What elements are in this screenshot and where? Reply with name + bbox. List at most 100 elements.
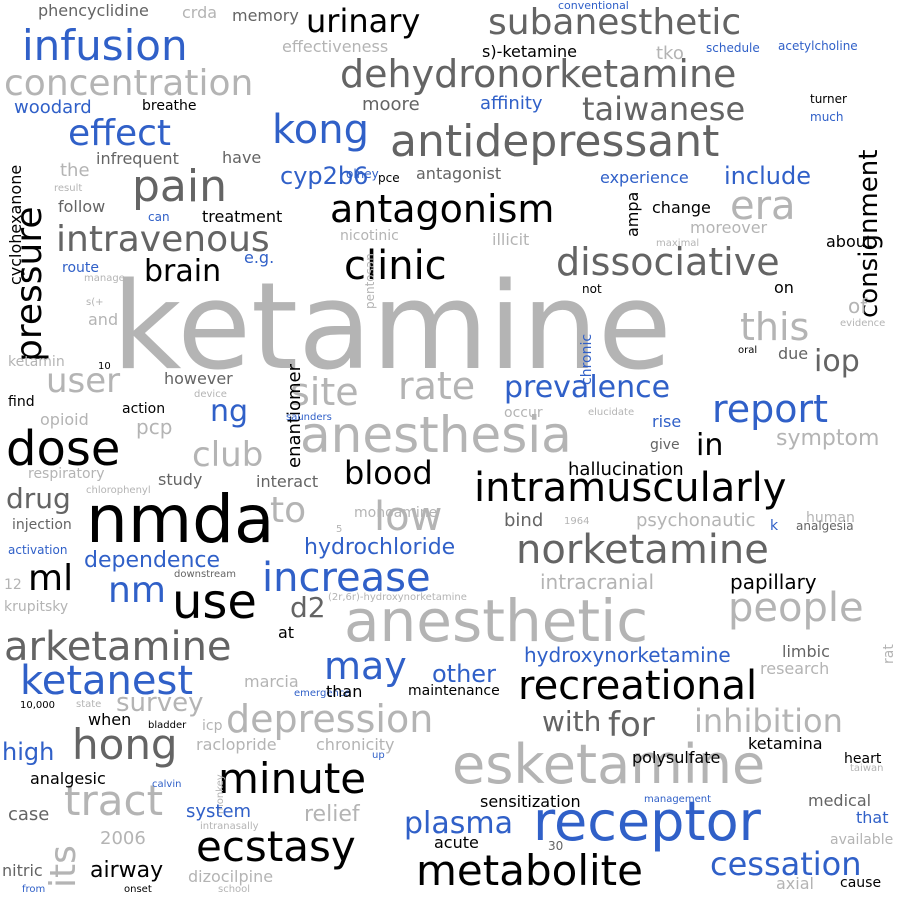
word-28: nm [108,570,166,611]
word-112: about [826,232,873,251]
word-172: taiwan [850,763,884,774]
word-129: find [8,394,35,410]
word-145: 1964 [564,516,590,527]
word-79: affinity [480,93,543,114]
word-90: woodard [14,97,92,118]
word-19: clinic [344,243,447,289]
word-126: due [778,344,809,363]
word-171: heart [844,751,882,767]
word-110: ampa [623,191,642,237]
word-149: activation [8,543,68,557]
word-165: bladder [148,720,187,731]
word-33: metabolite [416,846,643,895]
word-193: from [22,884,46,895]
word-16: effect [68,113,172,154]
word-121: evidence [840,318,886,329]
word-15: kong [272,107,369,153]
word-48: rate [398,364,476,408]
word-4: receptor [533,790,761,853]
word-107: route [62,260,99,276]
word-40: inhibition [694,702,843,740]
word-43: drug [6,482,71,515]
word-29: increase [262,555,431,601]
word-178: 2006 [100,828,146,849]
word-152: krupitsky [4,599,69,615]
word-132: saunders [286,412,332,423]
word-10: dehydronorketamine [340,52,737,96]
word-2: anesthetic [344,587,649,655]
word-52: to [270,490,307,531]
word-139: study [158,470,203,489]
word-98: pce [378,171,400,185]
word-68: iop [814,344,860,379]
word-82: phencyclidine [38,1,149,20]
word-76: hallucination [568,459,684,480]
word-159: emergence [294,688,351,699]
word-21: taiwanese [582,90,746,128]
word-179: management [644,794,711,805]
word-18: antagonism [330,187,555,231]
word-109: illicit [492,230,530,249]
word-195: cyclohexanone [6,164,25,285]
word-137: give [650,437,680,453]
word-113: manage [84,273,125,284]
word-20: dissociative [556,240,780,284]
word-80: moore [362,94,420,115]
word-156: rat [881,644,897,664]
word-84: memory [232,6,299,25]
word-24: intravenous [56,219,270,260]
word-157: research [760,659,830,678]
word-184: school [218,884,251,895]
word-8: recreational [518,663,758,709]
word-7: intramuscularly [474,465,787,511]
word-67: this [740,305,810,349]
word-133: occur [504,405,543,421]
word-26: use [172,574,257,630]
word-97: olney [346,167,379,181]
word-166: icp [202,718,223,734]
word-51: club [192,435,264,475]
word-120: of [848,294,868,318]
word-169: up [372,750,385,761]
word-69: era [730,183,796,229]
word-64: other [432,660,496,688]
word-177: relief [304,802,360,827]
word-176: system [186,801,252,822]
word-54: cyp2b6 [280,162,369,190]
word-88: schedule [706,41,760,55]
word-138: respiratory [28,466,105,482]
word-45: low [374,494,443,540]
word-5: anesthesia [300,406,572,464]
word-25: dose [6,421,121,477]
word-128: device [194,389,227,400]
word-190: dizocilpine [188,867,274,886]
word-141: chlorophenyl [86,485,151,496]
word-180: medical [808,791,872,810]
word-89: acetylcholine [778,39,858,53]
word-0: ketamine [112,258,672,397]
word-194: onset [124,884,152,895]
word-17: pain [132,161,228,212]
word-147: human [806,510,855,526]
word-105: can [148,210,170,224]
word-85: conventional [558,0,629,12]
word-95: infrequent [96,149,179,168]
word-53: brain [144,254,222,289]
word-66: in [696,428,724,463]
word-96: have [222,148,262,167]
word-151: 12 [4,577,22,593]
word-99: antagonist [416,164,502,183]
word-123: 10 [98,361,111,372]
word-111: maximal [656,238,700,249]
word-49: site [290,370,359,414]
word-142: monoamine [354,505,438,521]
word-56: hydrochloride [304,535,456,560]
word-44: blood [344,454,433,492]
word-114: s(+ [86,297,104,308]
word-164: when [88,710,132,729]
word-39: people [728,585,864,631]
word-72: intracranial [540,570,655,594]
word-59: its [43,845,84,888]
word-12: infusion [22,21,188,70]
